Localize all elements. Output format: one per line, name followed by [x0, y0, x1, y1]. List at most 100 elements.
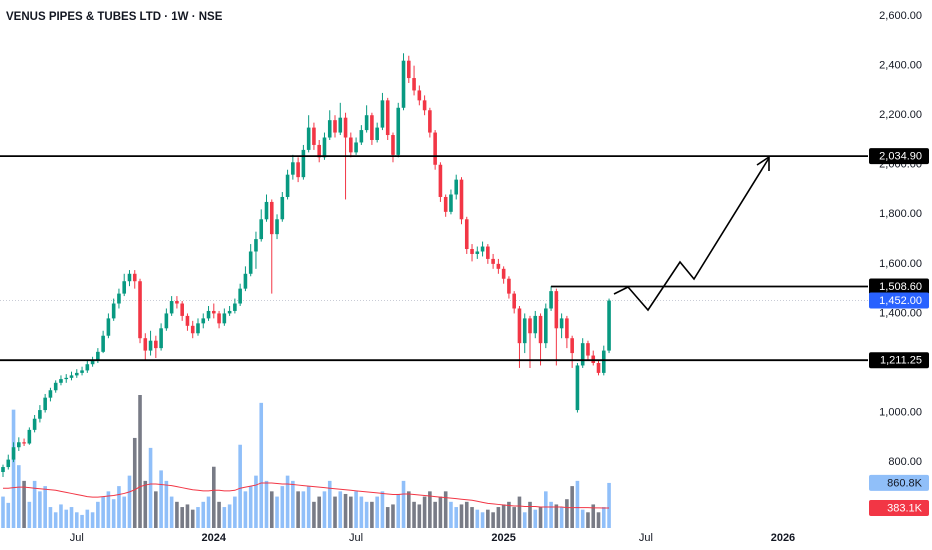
volume-bar: [517, 496, 522, 528]
volume-bar: [354, 491, 358, 528]
candle-body: [570, 338, 574, 354]
candle-body: [512, 293, 516, 309]
volume-bar: [375, 496, 379, 528]
candle-body: [549, 291, 553, 309]
volume-bar: [343, 493, 348, 528]
level-label-box: [869, 278, 929, 295]
volume-bar: [401, 480, 406, 528]
candle-body: [428, 110, 432, 133]
volume-bar: [143, 480, 148, 528]
volume-bar: [433, 501, 437, 528]
volume-ma-label: 383.1K: [887, 502, 923, 514]
candle-body: [269, 201, 274, 235]
volume-bar: [322, 491, 327, 528]
y-tick-label: 2,400.00: [879, 60, 922, 72]
volume-bar: [570, 486, 574, 528]
volume-bar: [391, 504, 395, 528]
candle-body: [175, 301, 179, 304]
volume-bar: [180, 507, 184, 528]
candle-body: [127, 273, 132, 282]
volume-bar: [296, 491, 300, 528]
candle-body: [591, 355, 596, 363]
candle-body: [148, 340, 153, 351]
volume-bar: [306, 486, 311, 528]
candle-body: [206, 310, 211, 319]
candle-body: [312, 127, 316, 145]
price-axis: 600.00800.001,000.001,400.001,600.001,80…: [70, 10, 929, 544]
candle-body: [496, 263, 501, 269]
candle-body: [48, 390, 53, 398]
candle-body: [38, 410, 42, 419]
volume-bar: [227, 504, 232, 528]
volume-bar: [175, 501, 179, 528]
candle-body: [180, 303, 184, 316]
candle-body: [385, 100, 390, 136]
candle-body: [154, 340, 158, 349]
candle-body: [222, 313, 227, 324]
candle-body: [296, 162, 300, 178]
volume-bar: [6, 502, 11, 528]
candle-body: [6, 459, 11, 468]
volume-bar: [90, 512, 95, 528]
volume-bar: [280, 486, 285, 528]
volume-bar: [196, 507, 200, 528]
volume-bar: [412, 501, 416, 528]
volume-ma-label-box: [869, 499, 929, 516]
volume-bar: [48, 507, 53, 528]
candle-body: [327, 120, 332, 138]
volume-bar: [122, 496, 127, 528]
volume-bar: [559, 507, 564, 528]
candle-body: [201, 318, 206, 324]
volume-bar: [480, 512, 485, 528]
volume-bar: [580, 509, 585, 528]
y-tick-label: 1,600.00: [879, 258, 922, 270]
volume-bar: [501, 504, 506, 528]
candle-body: [96, 351, 100, 361]
volume-bar: [380, 491, 385, 528]
volume-bar: [185, 504, 190, 528]
level-label-box: [869, 148, 929, 165]
volume-bar: [43, 486, 47, 528]
x-tick-label: 2024: [202, 532, 227, 544]
candle-body: [354, 142, 358, 153]
volume-label-box: [869, 474, 929, 491]
candle-body: [364, 115, 369, 131]
candle-body: [533, 315, 538, 334]
volume-bar: [11, 409, 16, 528]
volume-bar: [59, 504, 63, 528]
candle-body: [259, 219, 264, 240]
candle-body: [554, 291, 559, 329]
candle-body: [464, 219, 469, 250]
volume-bar: [138, 395, 142, 528]
level-label: 1,508.60: [879, 281, 922, 293]
volume-bar: [349, 496, 353, 528]
plot-area: [0, 53, 868, 528]
volume-bar: [470, 507, 474, 528]
candle-body: [90, 360, 95, 365]
candle-body: [111, 303, 116, 319]
y-tick-label: 800.00: [888, 456, 922, 468]
candle-body: [122, 281, 127, 294]
candle-body: [544, 308, 548, 344]
x-tick-label: Jul: [639, 532, 653, 544]
candle-body: [454, 179, 459, 195]
candle-body: [164, 313, 169, 329]
candle-body: [607, 300, 611, 351]
candle-body: [406, 60, 411, 79]
candle-body: [301, 149, 306, 178]
candle-body: [343, 117, 348, 138]
volume-bar: [596, 512, 601, 528]
volume-bar: [565, 499, 569, 528]
projection-path: [613, 155, 770, 312]
volume-bar: [1, 496, 5, 528]
candle-body: [264, 201, 269, 220]
candle-body: [169, 301, 174, 314]
volume-bar: [317, 496, 321, 528]
volume-bar: [117, 486, 121, 528]
candle-body: [491, 258, 495, 264]
candle-body: [74, 372, 79, 376]
volume-bar: [370, 501, 374, 528]
candle-body: [117, 293, 121, 304]
volume-bar: [496, 507, 501, 528]
x-tick-label: 2025: [491, 532, 515, 544]
